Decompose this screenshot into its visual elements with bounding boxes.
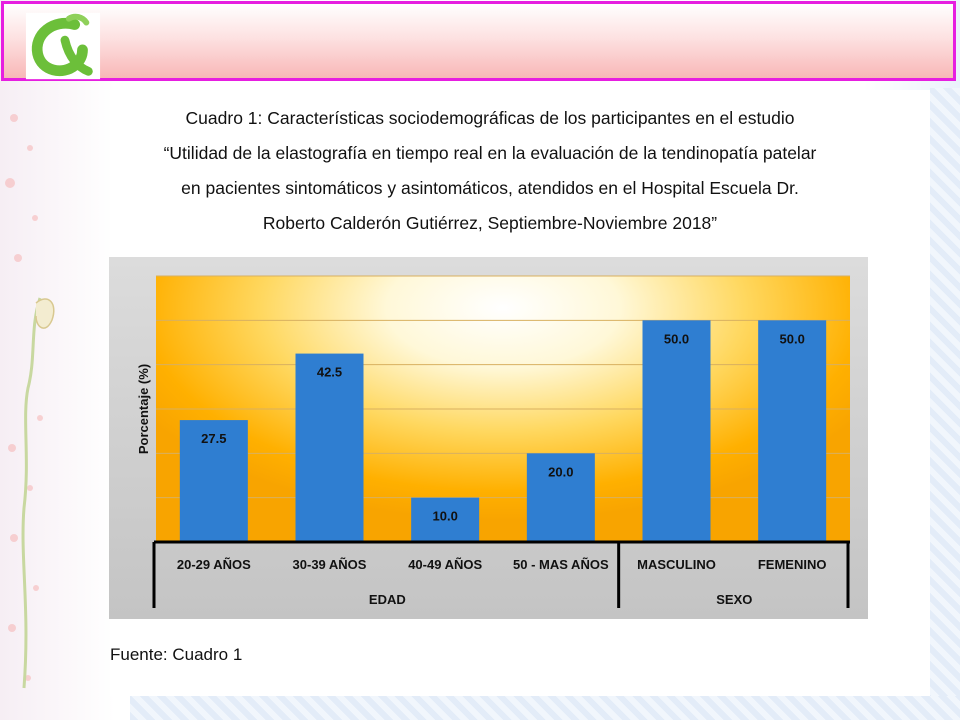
category-label-4: 50 - MAS AÑOS	[513, 557, 609, 572]
source-note: Fuente: Cuadro 1	[110, 645, 243, 664]
group-label-edad: EDAD	[369, 592, 406, 607]
title-line-3: en pacientes sintomáticos y asintomático…	[181, 178, 799, 198]
group-label-sexo: SEXO	[716, 592, 752, 607]
bar-4	[526, 453, 595, 542]
y-axis-label: Porcentaje (%)	[136, 364, 151, 454]
category-label-1: 20-29 AÑOS	[177, 557, 251, 572]
bar-6	[758, 320, 827, 542]
bar-5	[642, 320, 711, 542]
category-label-3: 40-49 AÑOS	[408, 557, 482, 572]
bar-1	[179, 420, 248, 542]
right-pattern-strip	[930, 88, 960, 720]
floral-decoration-icon	[5, 114, 55, 689]
data-label-3: 10.0	[433, 509, 458, 524]
data-label-6: 50.0	[780, 331, 805, 346]
data-label-5: 50.0	[664, 331, 689, 346]
table-title: Cuadro 1: Características sociodemográfi…	[120, 101, 860, 241]
bottom-pattern-strip	[130, 696, 960, 720]
logo-icon	[25, 12, 101, 80]
data-label-4: 20.0	[548, 464, 573, 479]
title-line-2: “Utilidad de la elastografía en tiempo r…	[163, 143, 817, 163]
data-label-2: 42.5	[317, 365, 342, 380]
data-label-1: 27.5	[201, 431, 226, 446]
category-label-5: MASCULINO	[637, 557, 716, 572]
header-banner	[1, 1, 956, 81]
bar-2	[295, 353, 364, 542]
title-line-4: Roberto Calderón Gutiérrez, Septiembre-N…	[262, 213, 718, 233]
title-line-1: Cuadro 1: Características sociodemográfi…	[185, 108, 795, 128]
category-label-2: 30-39 AÑOS	[293, 557, 367, 572]
bar-3	[411, 497, 480, 542]
category-label-6: FEMENINO	[758, 557, 827, 572]
